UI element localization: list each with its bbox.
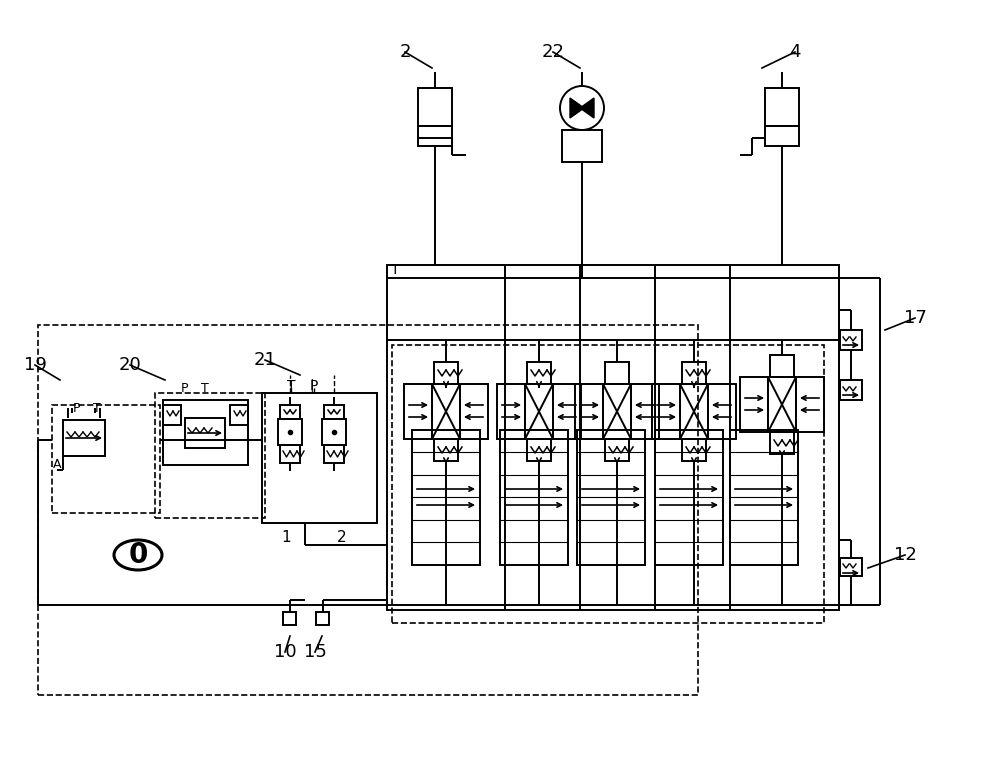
Bar: [283, 612, 296, 625]
Bar: [527, 362, 551, 384]
Bar: [322, 419, 346, 445]
Text: 0: 0: [128, 541, 148, 569]
Text: A: A: [53, 459, 61, 472]
Text: T: T: [93, 402, 101, 415]
Text: |: |: [310, 379, 314, 393]
Bar: [324, 445, 344, 463]
Bar: [553, 384, 581, 439]
Bar: [418, 126, 452, 146]
Bar: [316, 612, 329, 625]
Bar: [605, 362, 629, 384]
Text: 15: 15: [304, 643, 326, 661]
Bar: [577, 430, 645, 565]
Bar: [38, 325, 698, 695]
Polygon shape: [580, 98, 594, 118]
Text: 12: 12: [894, 546, 916, 564]
Bar: [434, 362, 458, 384]
Text: P: P: [72, 402, 80, 415]
Polygon shape: [570, 98, 584, 118]
Bar: [52, 405, 160, 513]
Bar: [387, 265, 839, 610]
Text: P: P: [181, 382, 189, 395]
Bar: [631, 384, 659, 439]
Text: 2: 2: [337, 530, 347, 544]
Bar: [740, 377, 768, 432]
Bar: [500, 430, 568, 565]
Bar: [708, 384, 736, 439]
Bar: [460, 384, 488, 439]
Text: T: T: [287, 379, 295, 393]
Bar: [765, 88, 799, 126]
Bar: [575, 384, 603, 439]
Bar: [840, 330, 862, 350]
Bar: [840, 558, 862, 576]
Bar: [163, 405, 181, 425]
Bar: [682, 439, 706, 461]
Bar: [770, 355, 794, 377]
Bar: [765, 126, 799, 146]
Bar: [404, 384, 432, 439]
Bar: [796, 377, 824, 432]
Text: 2: 2: [399, 43, 411, 61]
Bar: [63, 420, 105, 456]
Bar: [768, 377, 796, 432]
Bar: [230, 405, 248, 425]
Bar: [527, 439, 551, 461]
Bar: [185, 418, 225, 448]
Bar: [562, 130, 602, 162]
Text: 19: 19: [24, 356, 46, 374]
Bar: [278, 419, 302, 445]
Bar: [605, 439, 629, 461]
Text: 4: 4: [789, 43, 801, 61]
Text: T: T: [201, 382, 209, 395]
Bar: [392, 345, 824, 623]
Text: P: P: [310, 379, 318, 393]
Bar: [680, 384, 708, 439]
Bar: [163, 400, 248, 465]
Bar: [418, 88, 452, 126]
Bar: [280, 445, 300, 463]
Bar: [262, 393, 377, 523]
Bar: [155, 393, 265, 518]
Text: 10: 10: [274, 643, 296, 661]
Bar: [682, 362, 706, 384]
Bar: [412, 430, 480, 565]
Bar: [324, 405, 344, 419]
Text: 17: 17: [904, 309, 926, 327]
Bar: [655, 430, 723, 565]
Bar: [434, 439, 458, 461]
Text: 1: 1: [281, 530, 291, 544]
Bar: [603, 384, 631, 439]
Text: 22: 22: [542, 43, 564, 61]
Bar: [840, 380, 862, 400]
Bar: [730, 430, 798, 565]
Bar: [770, 432, 794, 454]
Bar: [525, 384, 553, 439]
Bar: [432, 384, 460, 439]
Text: 21: 21: [254, 351, 276, 369]
Text: 20: 20: [119, 356, 141, 374]
Bar: [280, 405, 300, 419]
Bar: [497, 384, 525, 439]
Text: T: T: [391, 263, 399, 277]
Bar: [652, 384, 680, 439]
